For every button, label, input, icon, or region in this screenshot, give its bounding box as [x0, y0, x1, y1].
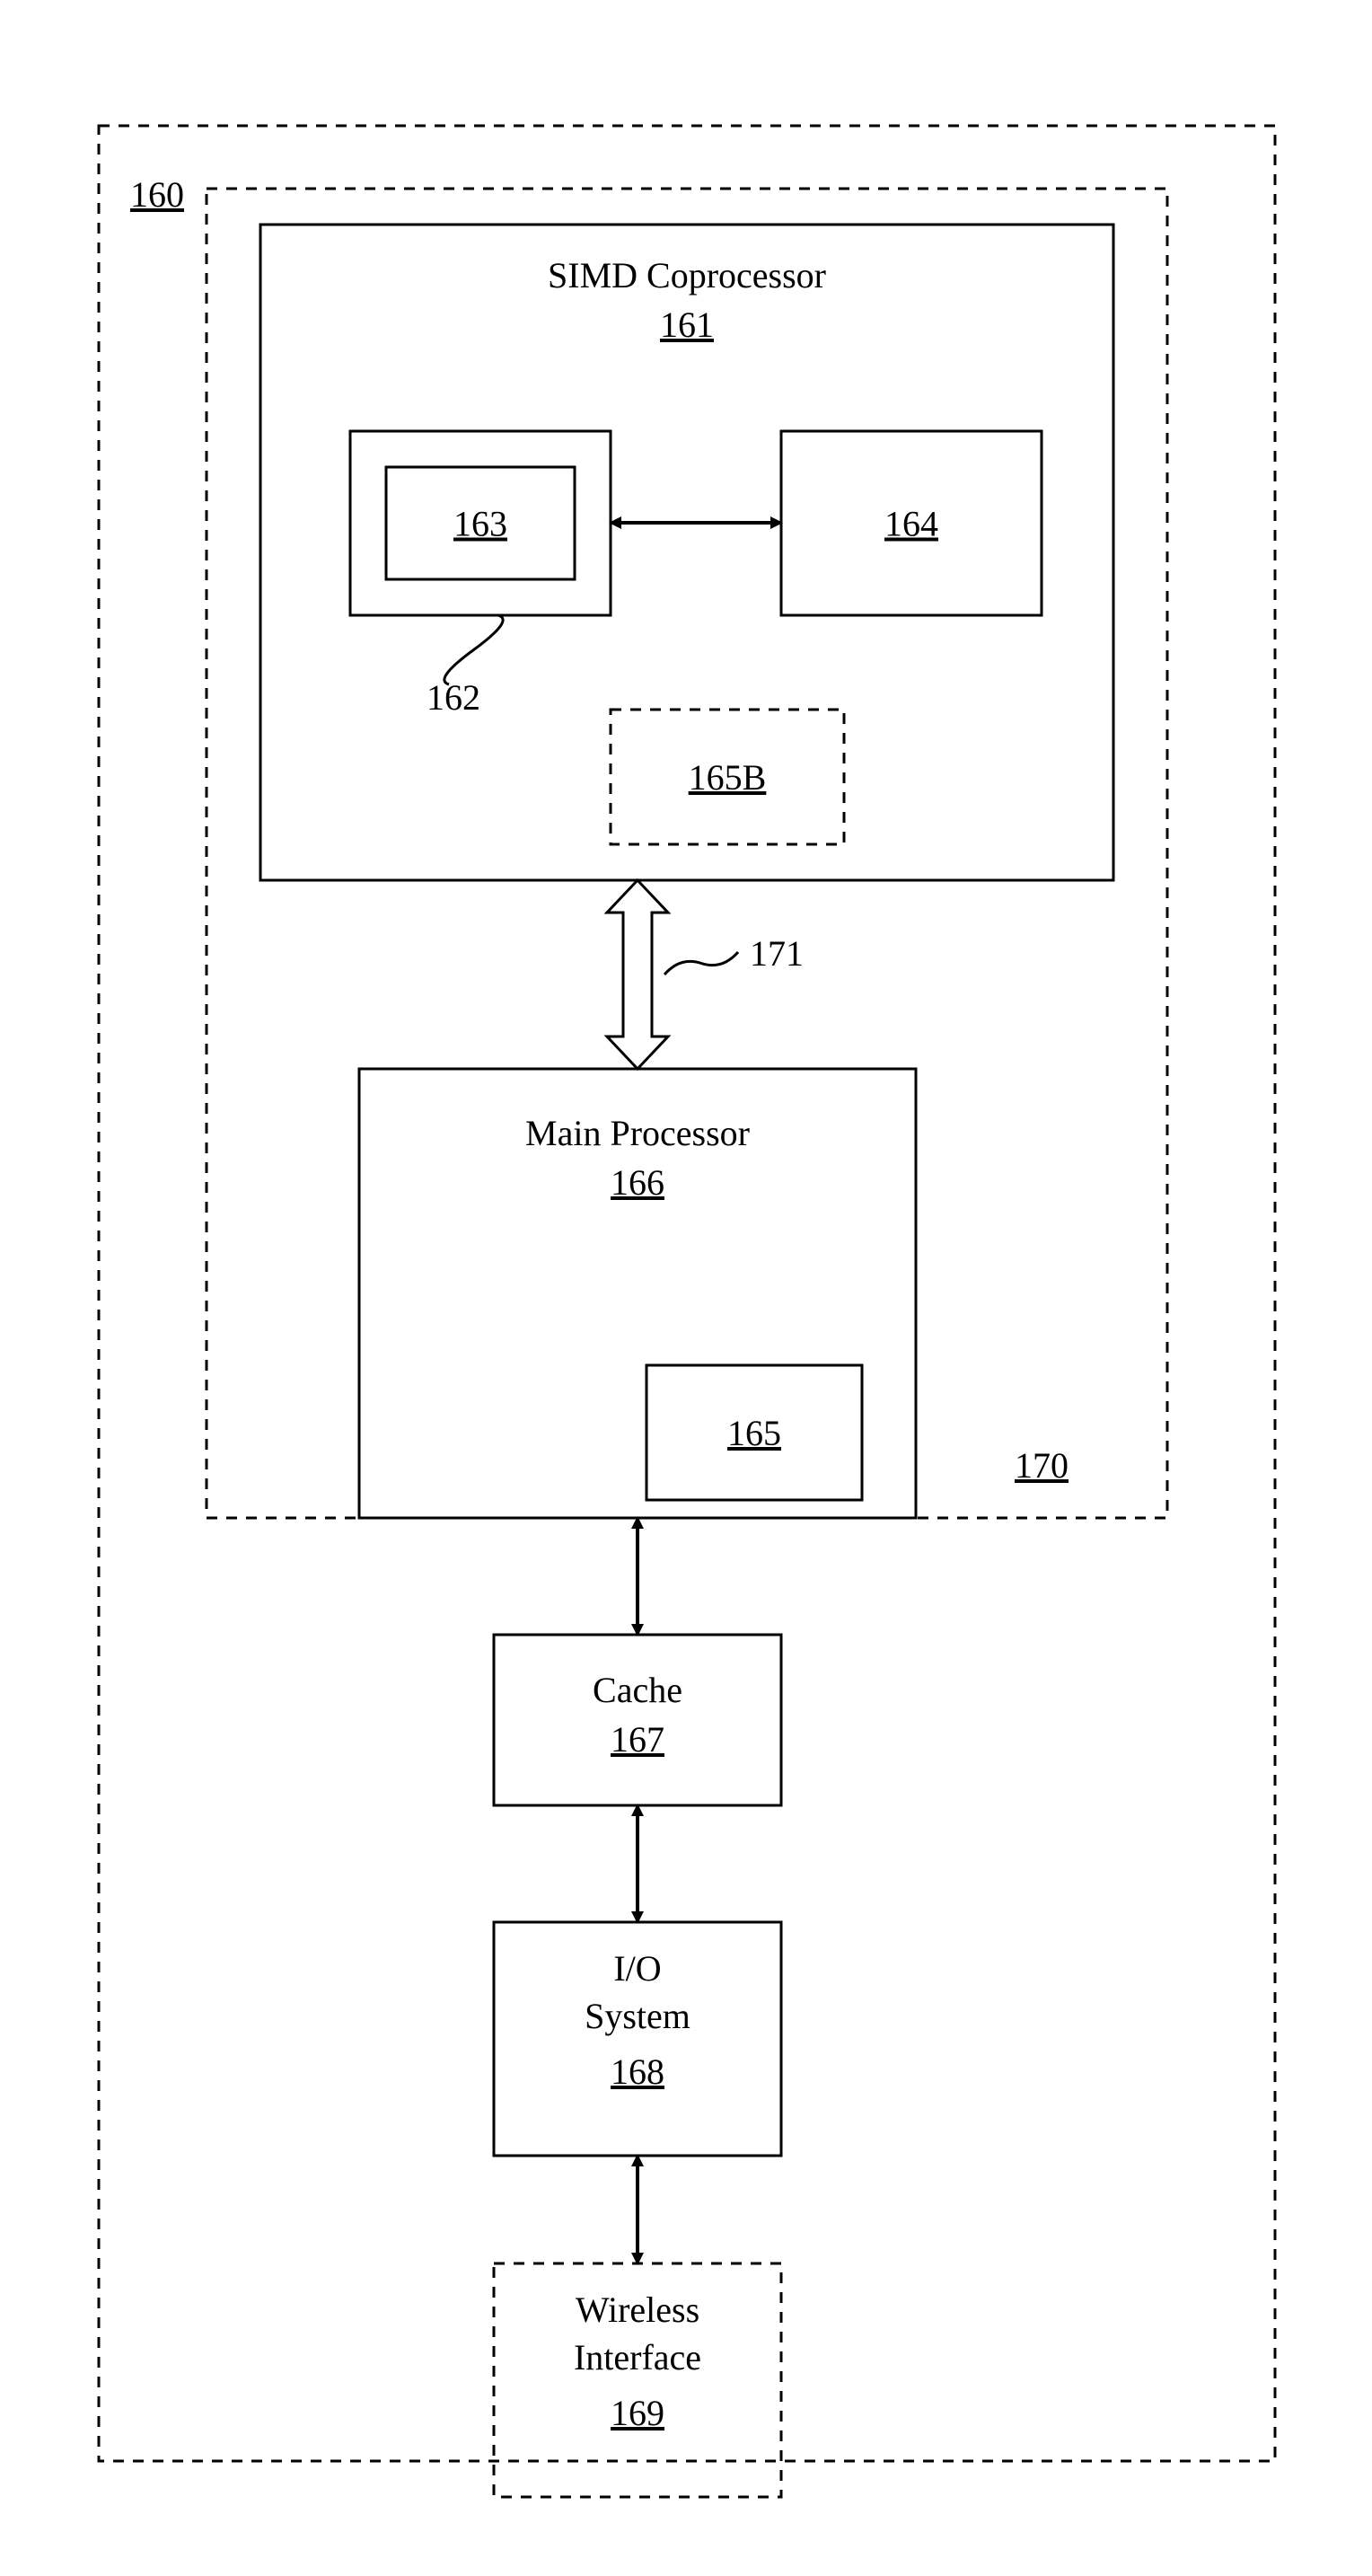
- callout-lead: [444, 615, 503, 684]
- arrow-simd-main: [607, 880, 668, 1069]
- box-regfile: 164: [781, 431, 1042, 615]
- box-decoder2: 165B: [611, 710, 844, 844]
- svg-text:SIMD Coprocessor: SIMD Coprocessor: [548, 255, 826, 296]
- svg-text:167: 167: [611, 1719, 664, 1760]
- svg-text:165: 165: [727, 1413, 781, 1453]
- box-outer: [99, 126, 1275, 2461]
- box-cache: Cache 167: [494, 1635, 781, 1805]
- box-io: I/O System 168: [494, 1922, 781, 2156]
- box-decoder1: 165: [646, 1365, 862, 1500]
- svg-text:Interface: Interface: [574, 2337, 701, 2378]
- svg-text:162: 162: [427, 677, 480, 718]
- svg-text:Cache: Cache: [593, 1670, 682, 1710]
- box-simd: SIMD Coprocessor 161: [260, 225, 1113, 880]
- box-core: [207, 189, 1167, 1518]
- svg-text:170: 170: [1015, 1445, 1069, 1486]
- box-inner163: 163: [386, 467, 575, 579]
- svg-text:164: 164: [884, 504, 938, 544]
- svg-text:I/O: I/O: [613, 1948, 661, 1989]
- svg-text:166: 166: [611, 1162, 664, 1203]
- box-mainproc: Main Processor 166: [359, 1069, 916, 1518]
- callout-lead: [664, 952, 738, 975]
- svg-text:168: 168: [611, 2051, 664, 2092]
- svg-text:161: 161: [660, 304, 714, 345]
- svg-text:165B: 165B: [689, 757, 767, 798]
- svg-text:Main Processor: Main Processor: [525, 1113, 750, 1153]
- svg-text:Wireless: Wireless: [576, 2289, 699, 2330]
- svg-text:System: System: [585, 1996, 690, 2036]
- svg-text:169: 169: [611, 2393, 664, 2433]
- svg-text:160: 160: [130, 174, 184, 215]
- svg-text:171: 171: [750, 933, 804, 974]
- svg-text:163: 163: [453, 504, 507, 544]
